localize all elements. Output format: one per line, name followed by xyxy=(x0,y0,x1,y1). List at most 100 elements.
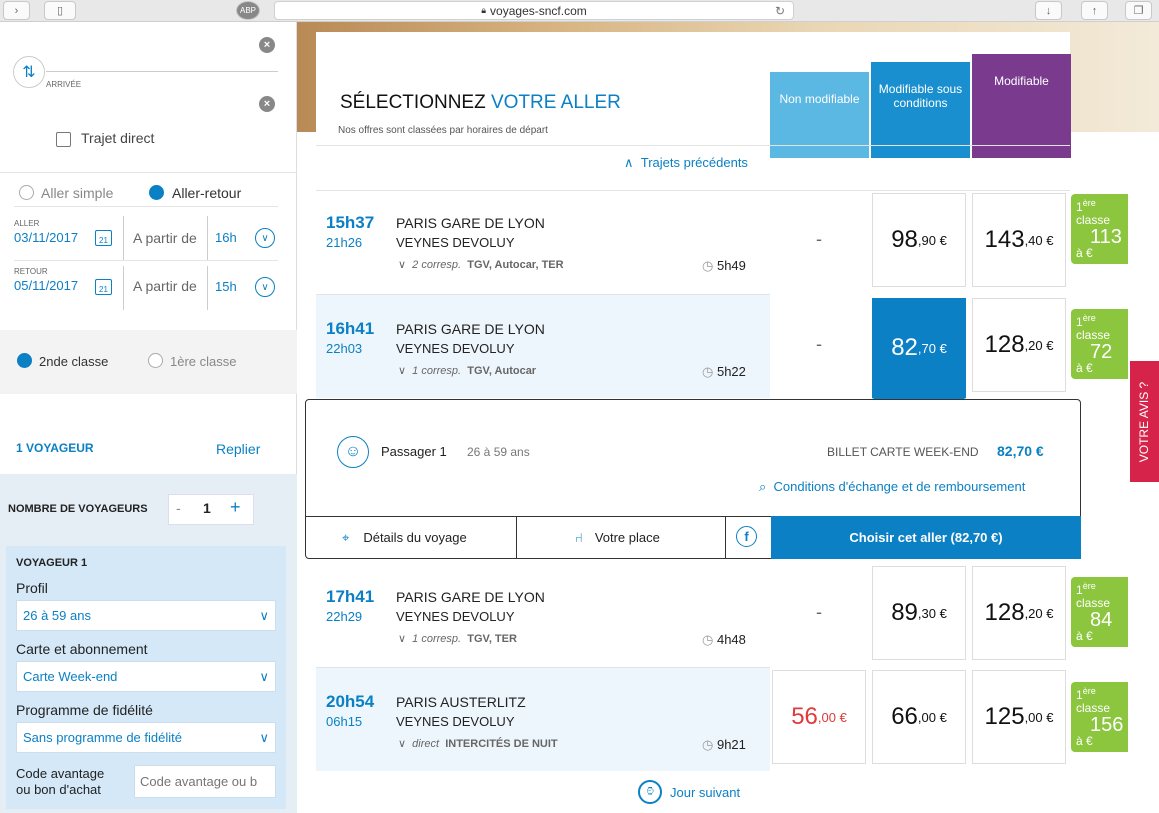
clock-icon: ⌚︎ xyxy=(638,780,662,804)
profil-select[interactable]: 26 à 59 ans ∨ xyxy=(16,600,276,631)
feedback-tab[interactable]: VOTRE AVIS ? xyxy=(1130,361,1159,482)
passenger-label: Passager 1 xyxy=(381,444,447,459)
price-sous-conditions[interactable]: 66,00 € xyxy=(872,670,966,764)
corresp-info[interactable]: ∨ direct INTERCITÉS DE NUIT xyxy=(398,738,558,750)
arrival-time: 21h26 xyxy=(326,235,363,250)
price-sous-conditions-selected[interactable]: 82,70 € xyxy=(872,298,966,398)
lock-icon: 🔒︎ xyxy=(481,5,487,15)
price-non-modifiable[interactable]: 56,00 € xyxy=(772,670,866,764)
download-icon[interactable]: ↓ xyxy=(1035,1,1062,20)
reload-icon[interactable]: ↻ xyxy=(774,3,785,18)
chevron-down-icon[interactable]: ∨ xyxy=(255,277,275,297)
plus-button[interactable]: + xyxy=(230,497,241,517)
chevron-down-icon[interactable]: ∨ xyxy=(255,228,275,248)
retour-from-label: A partir de xyxy=(133,278,197,294)
duration: ◷ 5h49 xyxy=(702,258,746,273)
retour-calendar-icon[interactable]: 21 xyxy=(95,279,112,295)
divider xyxy=(14,206,278,207)
class1-label: 1ère classe xyxy=(170,354,237,369)
chevron-down-icon: ∨ xyxy=(259,607,269,623)
retour-hour[interactable]: 15h xyxy=(215,279,237,294)
duration: ◷ 9h21 xyxy=(702,737,746,752)
swap-icon[interactable]: ⇅ xyxy=(13,56,45,88)
first-class-badge[interactable]: 1ère classe 72 à € xyxy=(1071,309,1128,379)
arrival-label: ARRIVÉE xyxy=(46,80,82,89)
sidebar-icon[interactable]: ▯ xyxy=(44,1,76,20)
details-tab[interactable]: ⌖ Détails du voyage xyxy=(342,529,467,546)
direct-checkbox[interactable] xyxy=(56,132,71,147)
map-pin-icon: ⌖ xyxy=(342,529,350,545)
class1-radio[interactable] xyxy=(148,353,163,368)
chevron-up-icon: ∧ xyxy=(624,155,641,170)
page-subtitle: Nos offres sont classées par horaires de… xyxy=(338,125,548,136)
price-sous-conditions[interactable]: 89,30 € xyxy=(872,566,966,660)
aller-simple-radio[interactable] xyxy=(19,185,34,200)
aller-calendar-icon[interactable]: 21 xyxy=(95,230,112,246)
corresp-info[interactable]: ∨ 1 corresp. TGV, TER xyxy=(398,633,517,645)
destination-station: VEYNES DEVOLUY xyxy=(396,609,515,624)
seat-tab[interactable]: ⑁ Votre place xyxy=(575,530,660,545)
aller-from-label: A partir de xyxy=(133,230,197,246)
clear-arrival-icon[interactable]: × xyxy=(259,96,275,112)
nombre-label: NOMBRE DE VOYAGEURS xyxy=(8,503,148,515)
class2-label: 2nde classe xyxy=(39,354,109,369)
browser-toolbar: › ▯ ABP 🔒︎ voyages-sncf.com ↻ ↓ ↑ ❐ xyxy=(0,0,1159,22)
url-text: voyages-sncf.com xyxy=(490,3,587,18)
aller-hour[interactable]: 16h xyxy=(215,230,237,245)
previous-trips-link[interactable]: ∧ Trajets précédents xyxy=(624,155,748,170)
fare-price: 82,70 € xyxy=(997,443,1044,459)
voyageur-number: 1 xyxy=(203,500,211,516)
origin-station: PARIS GARE DE LYON xyxy=(396,215,545,231)
facebook-icon[interactable]: f xyxy=(736,526,757,547)
aller-label: ALLER xyxy=(14,219,40,228)
price-modifiable[interactable]: 128,20 € xyxy=(972,298,1066,392)
retour-date[interactable]: 05/11/2017 xyxy=(14,278,79,293)
forward-icon[interactable]: › xyxy=(3,1,30,20)
minus-button[interactable]: - xyxy=(176,500,181,516)
first-class-badge[interactable]: 1ère classe 156 à € xyxy=(1071,682,1128,752)
corresp-info[interactable]: ∨ 2 corresp. TGV, Autocar, TER xyxy=(398,259,564,271)
conditions-link[interactable]: ⌕ Conditions d'échange et de rembourseme… xyxy=(759,479,1026,494)
voyageur1-title: VOYAGEUR 1 xyxy=(16,557,88,569)
fold-link[interactable]: Replier xyxy=(216,441,261,457)
fidelite-select[interactable]: Sans programme de fidélité ∨ xyxy=(16,722,276,753)
col-modifiable[interactable]: Modifiable xyxy=(972,54,1071,158)
duration: ◷ 5h22 xyxy=(702,364,746,379)
tabs-icon[interactable]: ❐ xyxy=(1125,1,1152,20)
aller-retour-radio[interactable] xyxy=(149,185,164,200)
corresp-info[interactable]: ∨ 1 corresp. TGV, Autocar xyxy=(398,365,537,377)
trip-row[interactable]: 17h41 22h29 PARIS GARE DE LYON VEYNES DE… xyxy=(316,562,1070,666)
choose-outbound-button[interactable]: Choisir cet aller (82,70 €) xyxy=(771,516,1081,559)
divider xyxy=(46,71,278,72)
col-non-modifiable[interactable]: Non modifiable xyxy=(770,72,869,158)
next-day-link[interactable]: ⌚︎ Jour suivant xyxy=(638,780,740,804)
departure-time: 17h41 xyxy=(326,587,375,606)
price-non-modifiable: - xyxy=(816,334,822,354)
departure-time: 20h54 xyxy=(326,692,375,711)
divider xyxy=(207,266,208,310)
fare-name: BILLET CARTE WEEK-END xyxy=(827,445,979,459)
first-class-badge[interactable]: 1ère classe 84 à € xyxy=(1071,577,1128,647)
seat-icon: ⑁ xyxy=(575,530,583,545)
aller-retour-label: Aller-retour xyxy=(172,185,242,201)
col-sous-conditions[interactable]: Modifiable sous conditions xyxy=(871,62,970,158)
trip-row[interactable]: 15h37 21h26 PARIS GARE DE LYON VEYNES DE… xyxy=(316,190,1070,294)
passenger-age: 26 à 59 ans xyxy=(467,445,530,459)
share-icon[interactable]: ↑ xyxy=(1081,1,1108,20)
first-class-badge[interactable]: 1ère classe 113 à € xyxy=(1071,194,1128,264)
price-modifiable[interactable]: 128,20 € xyxy=(972,566,1066,660)
trip-row-selected[interactable]: 16h41 22h03 PARIS GARE DE LYON VEYNES DE… xyxy=(316,294,770,398)
price-sous-conditions[interactable]: 98,90 € xyxy=(872,193,966,287)
class2-radio[interactable] xyxy=(17,353,32,368)
price-modifiable[interactable]: 125,00 € xyxy=(972,670,1066,764)
price-modifiable[interactable]: 143,40 € xyxy=(972,193,1066,287)
abp-icon[interactable]: ABP xyxy=(236,1,260,20)
aller-date[interactable]: 03/11/2017 xyxy=(14,230,79,245)
code-input[interactable] xyxy=(134,765,276,798)
carte-select[interactable]: Carte Week-end ∨ xyxy=(16,661,276,692)
trip-row[interactable]: 20h54 06h15 PARIS AUSTERLITZ VEYNES DEVO… xyxy=(316,667,770,771)
page-title: SÉLECTIONNEZ VOTRE ALLER xyxy=(340,92,621,113)
profil-value: 26 à 59 ans xyxy=(23,608,91,623)
address-bar[interactable]: 🔒︎ voyages-sncf.com ↻ xyxy=(274,1,794,20)
clear-departure-icon[interactable]: × xyxy=(259,37,275,53)
